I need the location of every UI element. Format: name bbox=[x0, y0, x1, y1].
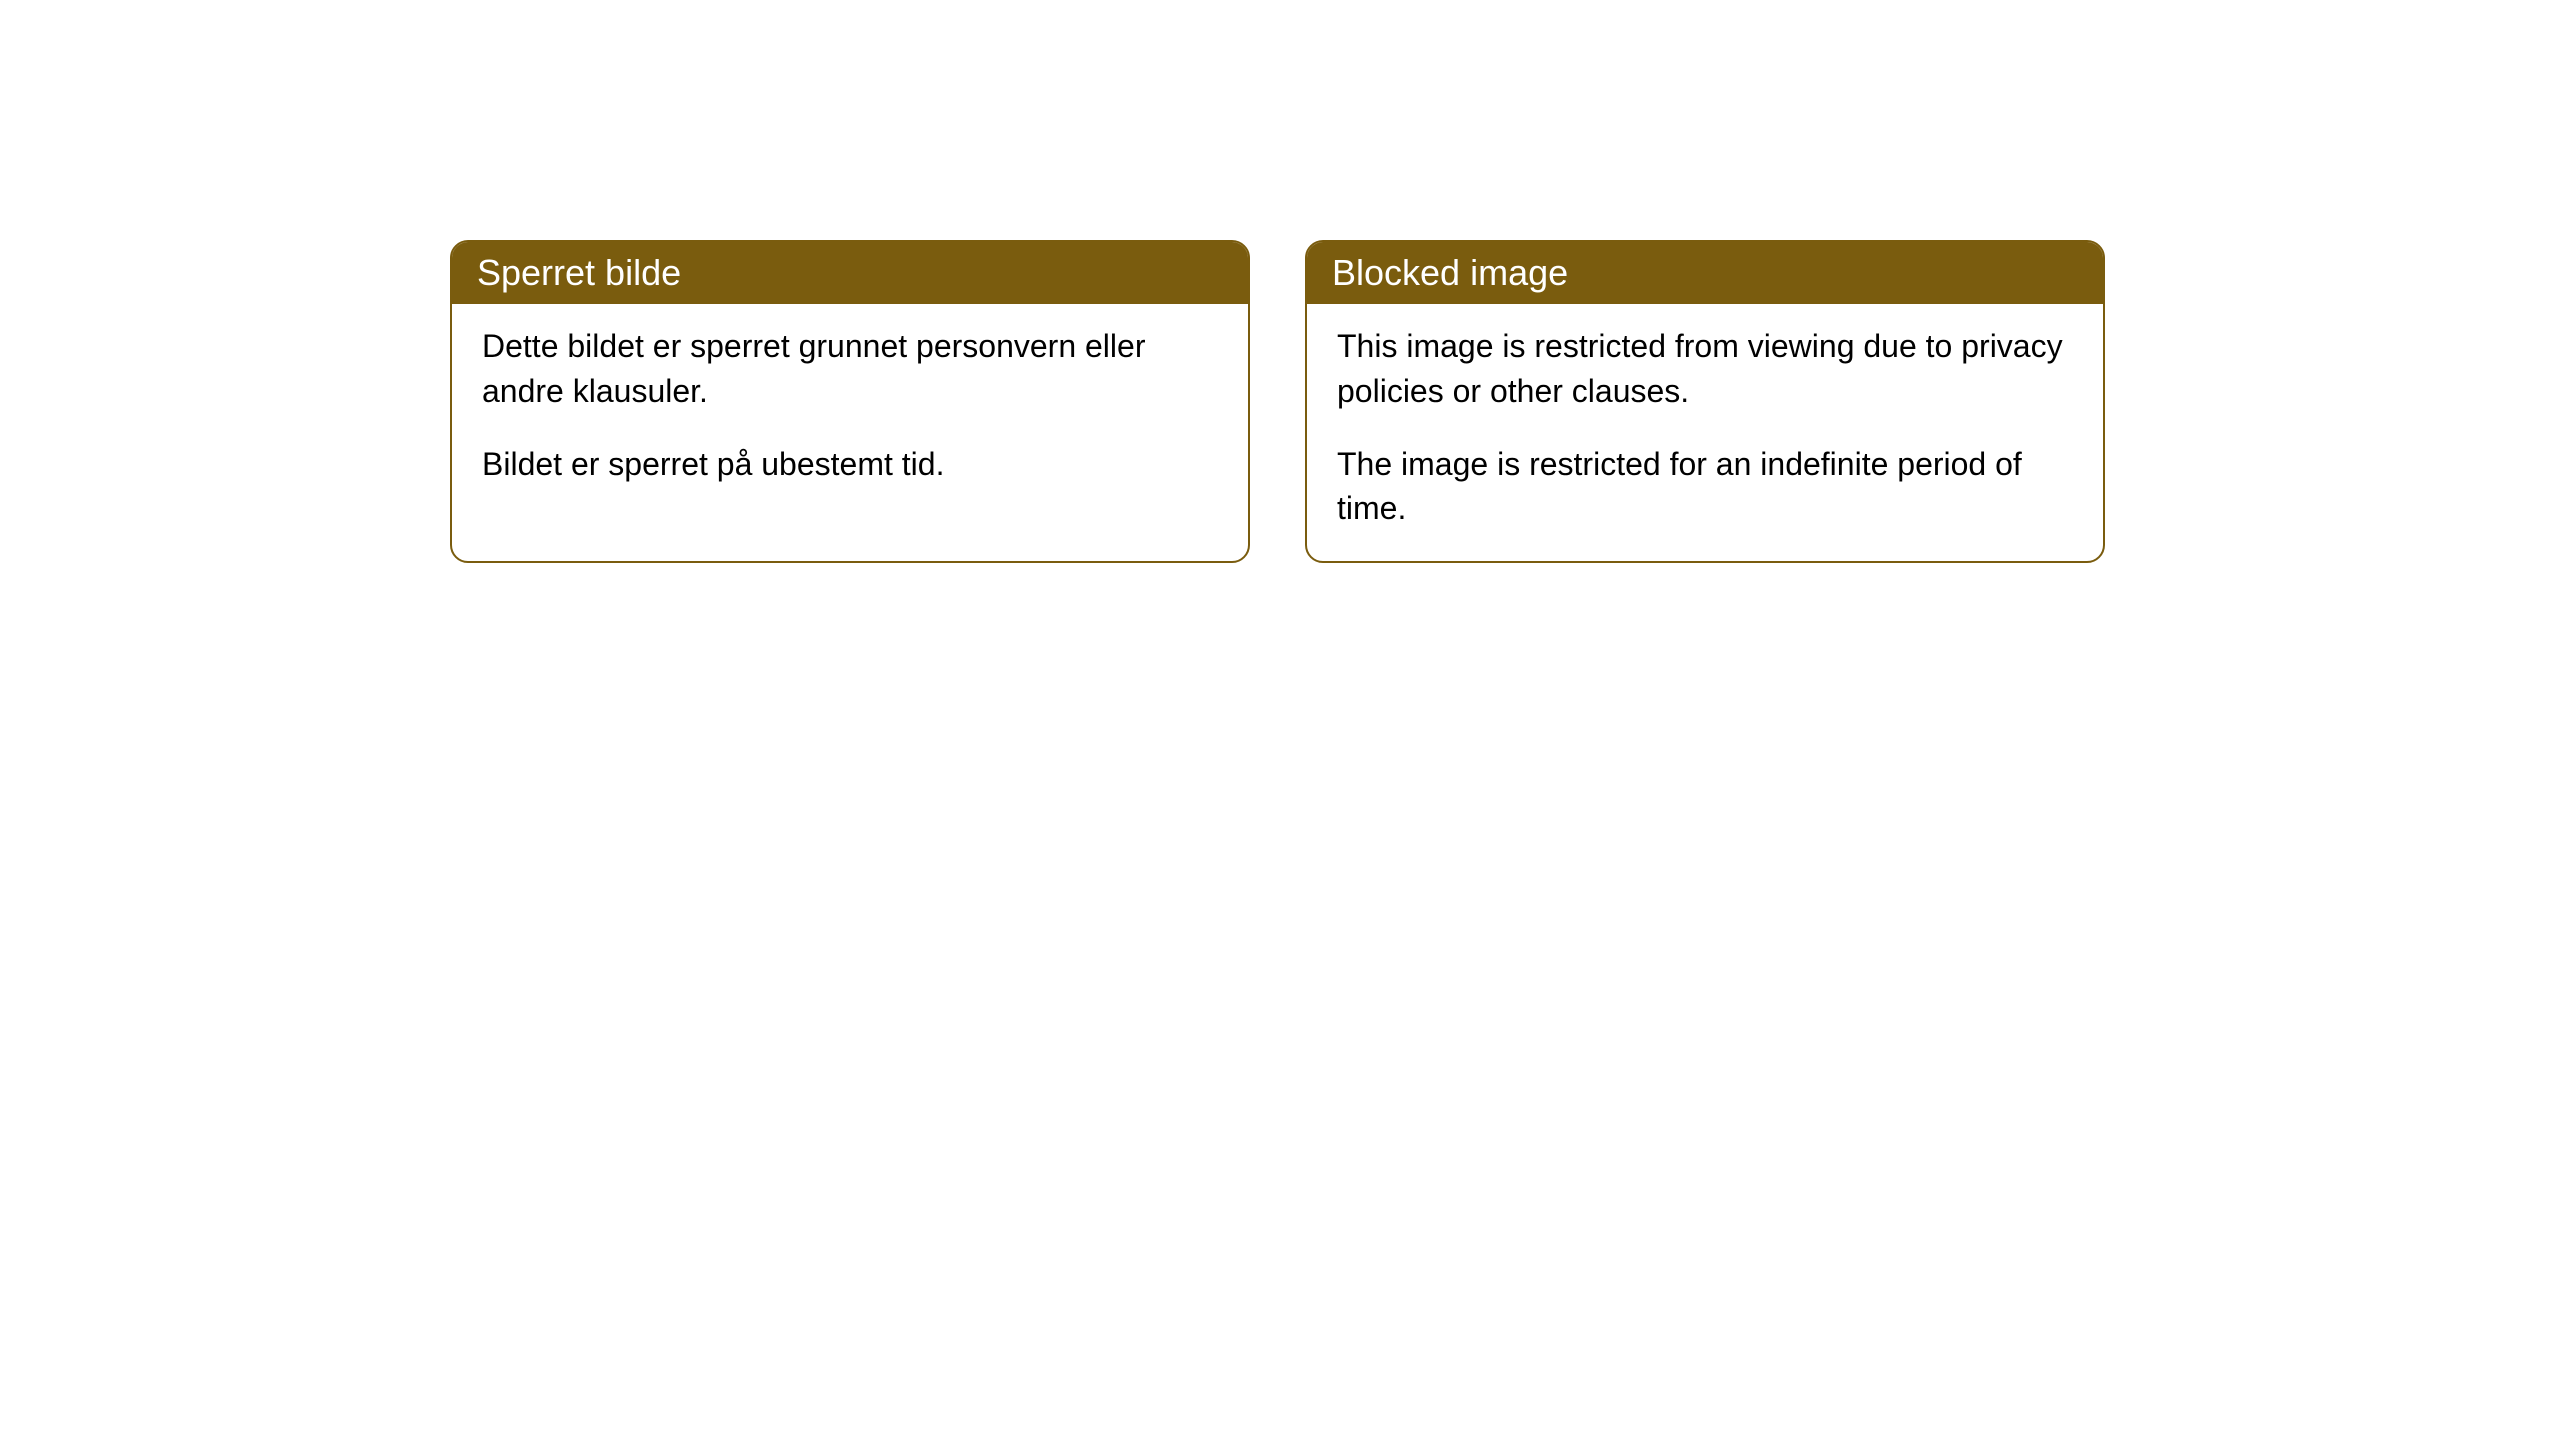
card-body-english: This image is restricted from viewing du… bbox=[1307, 304, 2103, 561]
notice-card-english: Blocked image This image is restricted f… bbox=[1305, 240, 2105, 563]
card-header-english: Blocked image bbox=[1307, 242, 2103, 304]
notice-card-norwegian: Sperret bilde Dette bildet er sperret gr… bbox=[450, 240, 1250, 563]
card-header-norwegian: Sperret bilde bbox=[452, 242, 1248, 304]
card-body-norwegian: Dette bildet er sperret grunnet personve… bbox=[452, 304, 1248, 516]
card-paragraph-1-english: This image is restricted from viewing du… bbox=[1337, 324, 2073, 414]
card-paragraph-2-norwegian: Bildet er sperret på ubestemt tid. bbox=[482, 442, 1218, 487]
card-paragraph-1-norwegian: Dette bildet er sperret grunnet personve… bbox=[482, 324, 1218, 414]
card-title-english: Blocked image bbox=[1332, 252, 1568, 293]
notice-cards-container: Sperret bilde Dette bildet er sperret gr… bbox=[450, 240, 2105, 563]
card-title-norwegian: Sperret bilde bbox=[477, 252, 681, 293]
card-paragraph-2-english: The image is restricted for an indefinit… bbox=[1337, 442, 2073, 532]
